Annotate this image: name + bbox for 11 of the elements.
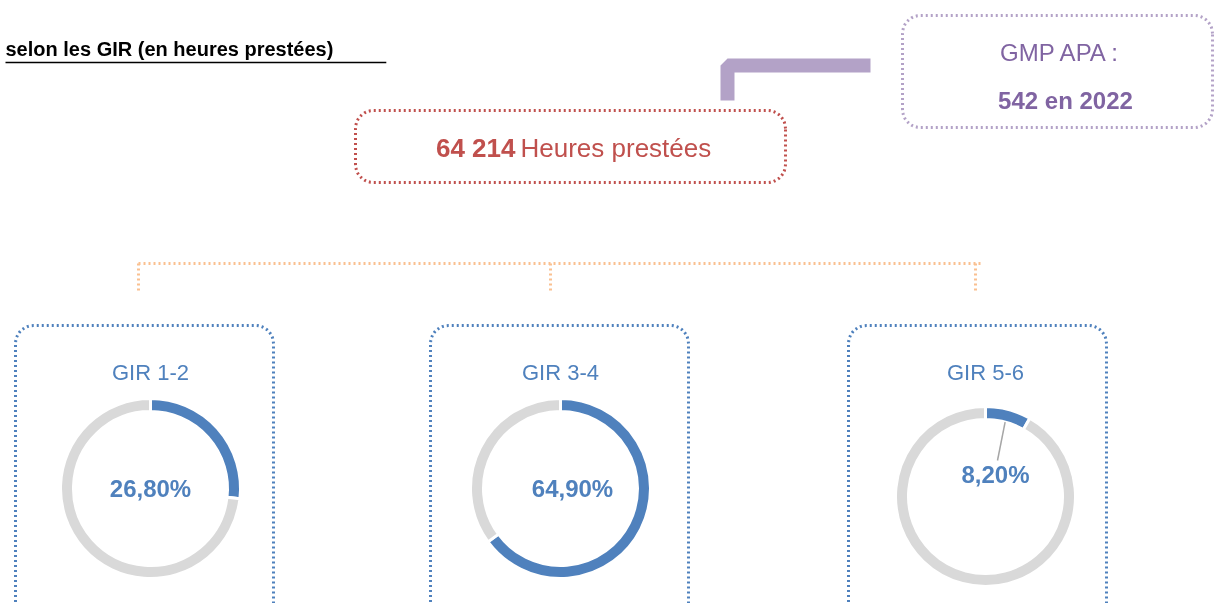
data-label: 64,90% xyxy=(531,475,614,502)
data-label: 26,80% xyxy=(109,475,192,502)
chart-title: GIR 5-6 xyxy=(946,360,1025,385)
text: GMP APA : xyxy=(1000,39,1118,66)
text: Heures prestées xyxy=(520,132,712,163)
chart-title: GIR 3-4 xyxy=(521,360,600,385)
text: selon les GIR (en heures prestées) xyxy=(5,37,334,60)
text: 542 en 2022 xyxy=(998,87,1133,114)
chart-title: GIR 1-2 xyxy=(111,360,190,385)
data-label: 8,20% xyxy=(961,461,1030,488)
text: 64 214 xyxy=(435,132,517,163)
